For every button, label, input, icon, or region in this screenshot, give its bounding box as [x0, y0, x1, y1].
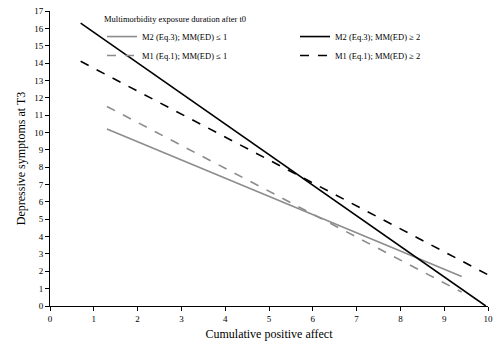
svg-text:M2 (Eq.3); MM(ED) ≤ 1: M2 (Eq.3); MM(ED) ≤ 1 — [142, 32, 227, 42]
svg-text:2: 2 — [39, 266, 44, 276]
svg-text:7: 7 — [39, 180, 44, 190]
svg-text:M1 (Eq.1); MM(ED) ≤ 1: M1 (Eq.1); MM(ED) ≤ 1 — [142, 51, 227, 61]
svg-text:0: 0 — [39, 301, 44, 311]
svg-text:3: 3 — [39, 249, 44, 259]
svg-text:9: 9 — [442, 314, 447, 324]
svg-text:4: 4 — [223, 314, 228, 324]
svg-text:8: 8 — [39, 162, 44, 172]
svg-text:1: 1 — [92, 314, 97, 324]
svg-text:Depressive symptoms at T3: Depressive symptoms at T3 — [14, 92, 28, 225]
svg-text:M2 (Eq.3); MM(ED) ≥ 2: M2 (Eq.3); MM(ED) ≥ 2 — [335, 32, 420, 42]
svg-text:12: 12 — [34, 93, 43, 103]
svg-text:10: 10 — [484, 314, 494, 324]
svg-text:14: 14 — [34, 58, 44, 68]
svg-text:16: 16 — [34, 24, 44, 34]
svg-text:13: 13 — [34, 76, 44, 86]
svg-text:4: 4 — [39, 232, 44, 242]
svg-text:15: 15 — [34, 41, 44, 51]
svg-text:1: 1 — [39, 284, 44, 294]
svg-text:17: 17 — [34, 6, 44, 16]
svg-text:5: 5 — [267, 314, 272, 324]
svg-text:3: 3 — [179, 314, 184, 324]
svg-text:8: 8 — [398, 314, 403, 324]
svg-text:7: 7 — [354, 314, 359, 324]
svg-text:6: 6 — [39, 197, 44, 207]
svg-text:10: 10 — [34, 128, 44, 138]
svg-text:Cumulative positive affect: Cumulative positive affect — [205, 327, 333, 341]
svg-text:2: 2 — [135, 314, 140, 324]
svg-text:11: 11 — [35, 110, 44, 120]
svg-text:0: 0 — [48, 314, 53, 324]
svg-text:Multimorbidity exposure durati: Multimorbidity exposure duration after t… — [104, 14, 246, 24]
svg-text:M1 (Eq.1); MM(ED) ≥ 2: M1 (Eq.1); MM(ED) ≥ 2 — [335, 51, 420, 61]
svg-text:9: 9 — [39, 145, 44, 155]
svg-text:6: 6 — [311, 314, 316, 324]
svg-text:5: 5 — [39, 214, 44, 224]
